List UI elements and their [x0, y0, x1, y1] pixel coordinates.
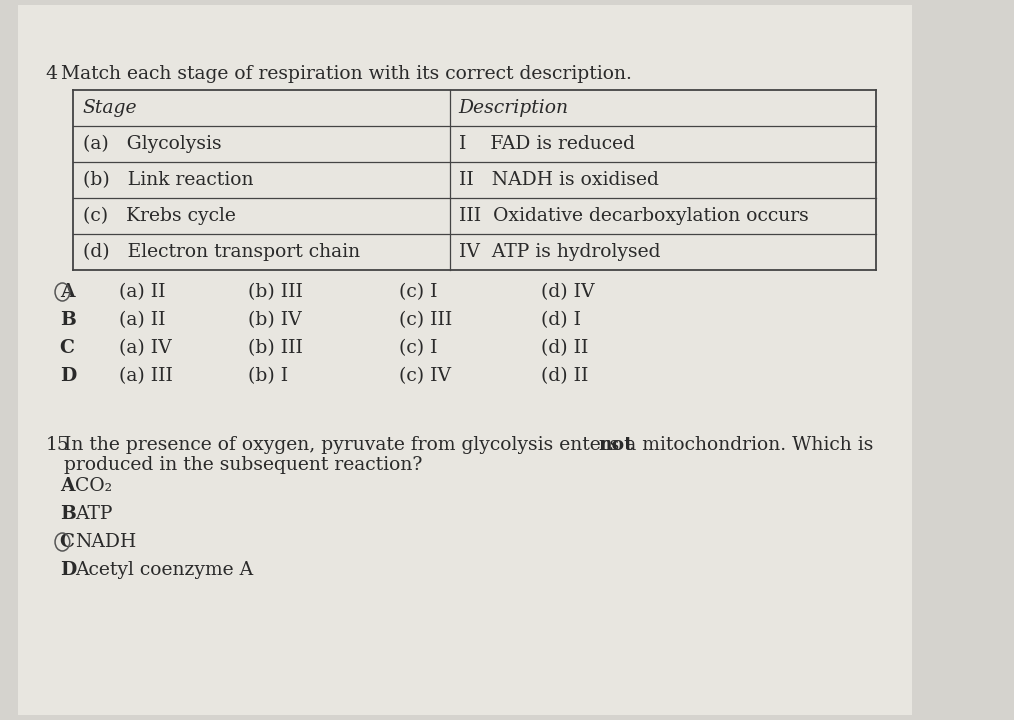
Text: CO₂: CO₂: [75, 477, 113, 495]
Text: (c) IV: (c) IV: [400, 367, 451, 385]
Text: ATP: ATP: [75, 505, 113, 523]
Text: Match each stage of respiration with its correct description.: Match each stage of respiration with its…: [62, 65, 633, 83]
Text: C: C: [60, 533, 74, 551]
Text: (a)   Glycolysis: (a) Glycolysis: [82, 135, 221, 153]
Text: (a) II: (a) II: [120, 283, 165, 301]
Text: Acetyl coenzyme A: Acetyl coenzyme A: [75, 561, 254, 579]
Text: (c) I: (c) I: [400, 283, 438, 301]
Text: A: A: [60, 477, 74, 495]
Text: C: C: [60, 339, 74, 357]
Text: (b) I: (b) I: [247, 367, 288, 385]
Text: In the presence of oxygen, pyruvate from glycolysis enters a mitochondrion. Whic: In the presence of oxygen, pyruvate from…: [64, 436, 879, 454]
Text: (b) IV: (b) IV: [247, 311, 301, 329]
Text: D: D: [60, 367, 76, 385]
Text: I    FAD is reduced: I FAD is reduced: [458, 135, 635, 153]
Text: 15: 15: [46, 436, 70, 454]
Text: not: not: [598, 436, 633, 454]
Text: II   NADH is oxidised: II NADH is oxidised: [458, 171, 658, 189]
Text: Stage: Stage: [82, 99, 137, 117]
Text: NADH: NADH: [75, 533, 137, 551]
Text: III  Oxidative decarboxylation occurs: III Oxidative decarboxylation occurs: [458, 207, 808, 225]
Text: (b) III: (b) III: [247, 283, 302, 301]
Text: IV  ATP is hydrolysed: IV ATP is hydrolysed: [458, 243, 660, 261]
Text: A: A: [60, 283, 74, 301]
Text: B: B: [60, 311, 75, 329]
Text: (b)   Link reaction: (b) Link reaction: [82, 171, 254, 189]
Text: D: D: [60, 561, 76, 579]
Text: produced in the subsequent reaction?: produced in the subsequent reaction?: [64, 456, 423, 474]
Text: (b) III: (b) III: [247, 339, 302, 357]
Text: (a) III: (a) III: [120, 367, 173, 385]
Text: B: B: [60, 505, 75, 523]
Text: (d) IV: (d) IV: [541, 283, 595, 301]
Text: (c)   Krebs cycle: (c) Krebs cycle: [82, 207, 235, 225]
Text: 4: 4: [46, 65, 58, 83]
Text: (a) II: (a) II: [120, 311, 165, 329]
Text: (d) II: (d) II: [541, 339, 589, 357]
Text: (c) III: (c) III: [400, 311, 452, 329]
Text: (d)   Electron transport chain: (d) Electron transport chain: [82, 243, 360, 261]
Text: (c) I: (c) I: [400, 339, 438, 357]
Text: Description: Description: [458, 99, 569, 117]
Text: (d) I: (d) I: [541, 311, 581, 329]
Text: (a) IV: (a) IV: [120, 339, 172, 357]
Text: (d) II: (d) II: [541, 367, 589, 385]
